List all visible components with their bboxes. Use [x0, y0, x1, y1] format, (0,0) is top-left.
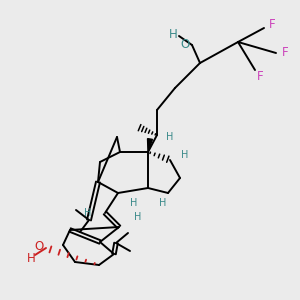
Text: H: H	[84, 208, 92, 218]
Text: H: H	[159, 198, 167, 208]
Text: O: O	[180, 38, 190, 50]
Text: F: F	[282, 46, 288, 59]
Polygon shape	[148, 139, 152, 152]
Text: F: F	[269, 19, 275, 32]
Text: F: F	[257, 70, 263, 83]
Text: H: H	[130, 198, 138, 208]
Text: O: O	[34, 241, 43, 254]
Text: H: H	[166, 132, 174, 142]
Text: H: H	[169, 28, 177, 40]
Text: H: H	[27, 251, 35, 265]
Text: H: H	[181, 150, 189, 160]
Text: H: H	[134, 212, 142, 222]
